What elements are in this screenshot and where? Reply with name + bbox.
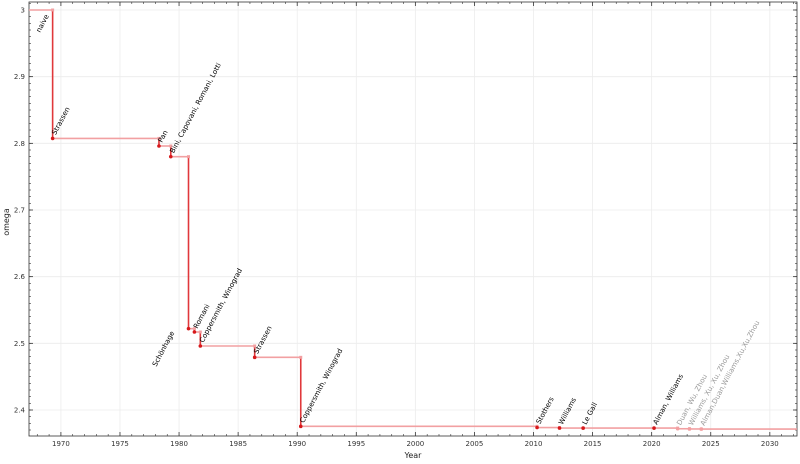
- y-tick-label: 2.8: [14, 140, 25, 148]
- point-label: Stothers: [535, 395, 556, 425]
- point-label: naive: [35, 13, 51, 34]
- series: [29, 8, 797, 431]
- data-point: [652, 426, 656, 430]
- data-point: [192, 330, 197, 334]
- data-point: [675, 426, 680, 431]
- point-label: Pan: [157, 129, 170, 144]
- x-tick-label: 2030: [761, 440, 779, 448]
- data-point: [581, 426, 585, 430]
- data-point: [186, 326, 191, 331]
- step-corner-marker: [51, 8, 55, 12]
- y-tick-label: 2.9: [14, 73, 25, 81]
- data-point: [298, 424, 303, 429]
- x-tick-label: 1980: [170, 440, 188, 448]
- point-label: Le Gall: [581, 401, 599, 426]
- step-corner-marker: [198, 330, 202, 334]
- point-label: Bini, Capovani, Romani, Lotti: [168, 62, 223, 155]
- x-tick-label: 2025: [702, 440, 720, 448]
- point-label: Strassen: [252, 325, 273, 356]
- data-point: [535, 425, 539, 430]
- x-tick-label: 1985: [229, 440, 247, 448]
- data-point: [157, 144, 161, 148]
- data-point: [699, 427, 704, 431]
- x-axis-label: Year: [404, 451, 423, 460]
- y-tick-label: 2.5: [14, 340, 25, 348]
- step-corner-marker: [169, 144, 173, 148]
- x-tick-label: 1990: [288, 440, 306, 448]
- step-corner-marker: [192, 327, 196, 331]
- x-tick-label: 1975: [111, 440, 129, 448]
- y-tick-label: 3: [21, 7, 25, 15]
- step-corner-marker: [253, 344, 257, 348]
- axes: 1970 1975 1980 1985 1990 1995 2000 2005 2010 2015…: [14, 1, 798, 448]
- grid: [29, 2, 797, 436]
- point-label: Schönhage: [151, 330, 176, 368]
- x-tick-label: 2020: [643, 440, 661, 448]
- point-label: Coppersmith, Winograd: [298, 347, 344, 424]
- data-point: [687, 427, 692, 431]
- x-tick-label: 1995: [347, 440, 365, 448]
- step-corner-marker: [187, 155, 191, 159]
- x-tick-label: 1970: [52, 440, 70, 448]
- y-tick-label: 2.6: [14, 273, 26, 281]
- plot-frame: [28, 1, 798, 437]
- step-corner-marker: [299, 355, 303, 359]
- point-label: Williams: [557, 396, 578, 426]
- y-axis-label: omega: [2, 208, 11, 236]
- data-point: [198, 344, 203, 348]
- x-tick-label: 2005: [466, 440, 484, 448]
- step-corner-marker: [157, 136, 161, 140]
- x-tick-label: 2015: [584, 440, 602, 448]
- data-point: [557, 426, 562, 430]
- data-point: [252, 355, 257, 360]
- y-tick-label: 2.4: [14, 407, 26, 415]
- y-tick-label: 2.7: [14, 207, 25, 215]
- x-tick-label: 2000: [406, 440, 424, 448]
- data-point: [168, 154, 173, 159]
- point-label: Alman,Duan,Williams,Xu,Xu,Zhou: [699, 319, 761, 427]
- x-tick-label: 2010: [525, 440, 543, 448]
- data-point: [50, 136, 55, 141]
